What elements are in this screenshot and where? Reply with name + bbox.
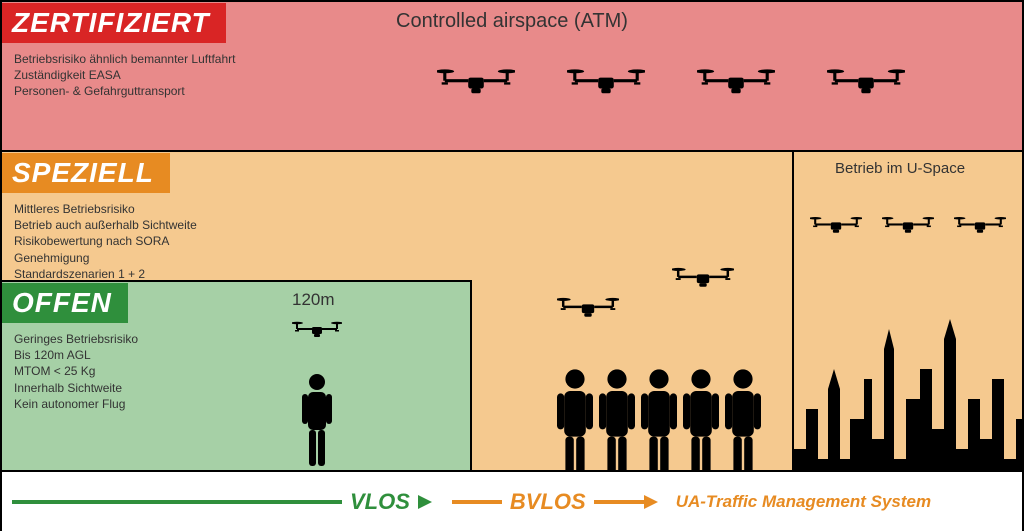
bvlos-arrow-line	[452, 500, 502, 504]
drone-icon	[827, 62, 905, 101]
specific-people-row	[557, 367, 761, 482]
design-credit: design by www.geo-konzept.de	[848, 512, 1014, 526]
open-line: Kein autonomer Flug	[14, 396, 470, 412]
airspace-label: Controlled airspace (ATM)	[396, 10, 628, 33]
tag-open: OFFEN	[2, 283, 128, 323]
drone-icon	[292, 317, 342, 342]
row-certified: ZERTIFIZIERT Betriebsrisiko ähnlich bema…	[2, 2, 1022, 152]
person-icon	[599, 367, 635, 482]
person-icon	[302, 372, 332, 468]
drone-icon	[557, 292, 619, 323]
arrow-head-icon	[644, 495, 658, 509]
uspace-label: Betrieb im U-Space	[835, 160, 965, 177]
tag-specific: SPEZIELL	[2, 153, 170, 193]
tag-certified: ZERTIFIZIERT	[2, 3, 226, 43]
drone-categories-diagram: ZERTIFIZIERT Betriebsrisiko ähnlich bema…	[0, 0, 1024, 531]
bvlos-segment: BVLOS	[452, 489, 658, 515]
open-line: Geringes Betriebsrisiko	[14, 331, 470, 347]
certified-drone-row	[437, 62, 905, 101]
utm-segment: UA-Traffic Management System	[676, 492, 931, 512]
vlos-segment: VLOS	[12, 489, 432, 515]
person-icon	[557, 367, 593, 482]
utm-label: UA-Traffic Management System	[676, 492, 931, 512]
arrow-head-icon	[418, 495, 432, 509]
open-person-icon	[302, 372, 332, 473]
height-label: 120m	[292, 290, 335, 310]
vlos-arrow-line	[12, 500, 342, 504]
vlos-label: VLOS	[342, 489, 418, 515]
spec-line: Genehmigung	[14, 250, 1022, 266]
drone-icon	[437, 62, 515, 101]
person-icon	[641, 367, 677, 482]
uspace-drone-row	[810, 212, 1006, 238]
drone-icon	[882, 212, 934, 238]
desc-open: Geringes Betriebsrisiko Bis 120m AGL MTO…	[14, 331, 470, 412]
drone-icon	[810, 212, 862, 238]
open-box: OFFEN Geringes Betriebsrisiko Bis 120m A…	[2, 280, 472, 470]
open-drone-icon	[292, 317, 342, 347]
bvlos-label: BVLOS	[502, 489, 594, 515]
drone-icon	[697, 62, 775, 101]
drone-icon	[567, 62, 645, 101]
drone-icon	[954, 212, 1006, 238]
drone-icon	[672, 262, 734, 293]
person-icon	[683, 367, 719, 482]
open-line: Bis 120m AGL	[14, 347, 470, 363]
person-icon	[725, 367, 761, 482]
bvlos-arrow-line	[594, 500, 644, 504]
open-line: Innerhalb Sichtweite	[14, 380, 470, 396]
open-line: MTOM < 25 Kg	[14, 363, 470, 379]
